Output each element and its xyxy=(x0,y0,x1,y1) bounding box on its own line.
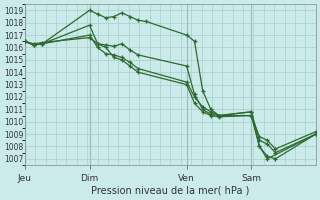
X-axis label: Pression niveau de la mer( hPa ): Pression niveau de la mer( hPa ) xyxy=(91,186,250,196)
